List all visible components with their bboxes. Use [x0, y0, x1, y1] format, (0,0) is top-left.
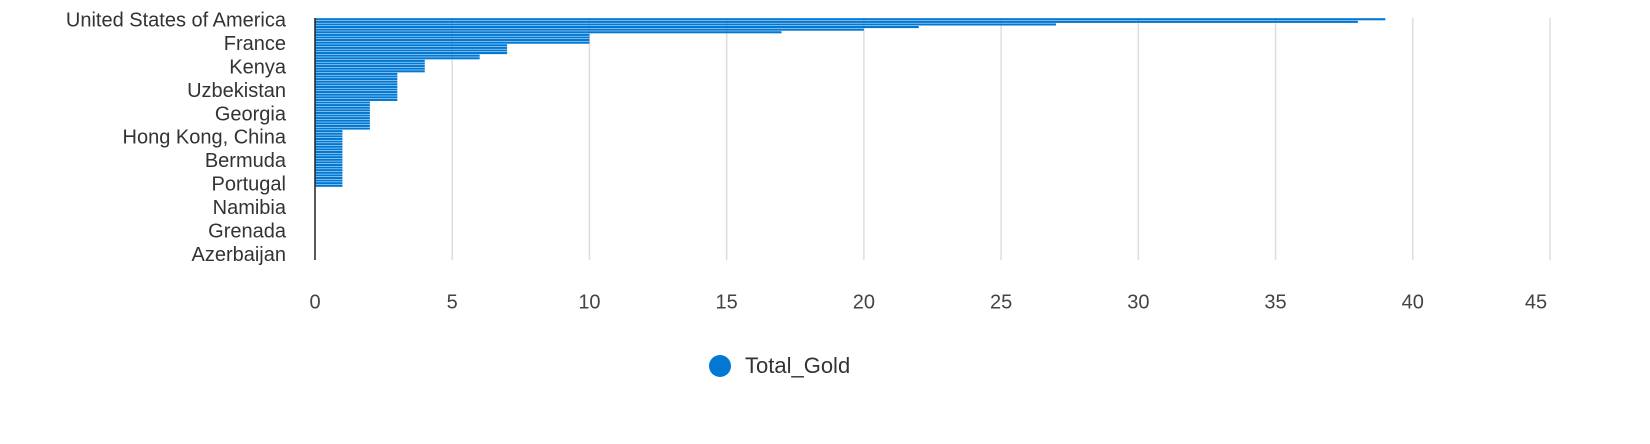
- y-tick-label: Uzbekistan: [187, 80, 286, 102]
- bar: [315, 88, 398, 91]
- x-tick-label: 5: [447, 291, 458, 313]
- bar: [315, 36, 590, 39]
- bar: [315, 101, 370, 104]
- bar: [315, 96, 398, 99]
- y-tick-label: France: [224, 33, 286, 55]
- y-tick-label: Azerbaijan: [191, 244, 286, 266]
- legend-label: Total_Gold: [745, 353, 850, 378]
- bar: [315, 143, 343, 146]
- bar: [315, 65, 425, 68]
- bar: [315, 182, 343, 185]
- bar: [315, 70, 425, 73]
- bar: [315, 174, 343, 177]
- bar: [315, 171, 343, 174]
- bar: [315, 163, 343, 167]
- bar: [315, 127, 370, 130]
- bar: [315, 26, 919, 29]
- x-tick-label: 20: [853, 291, 875, 313]
- bar: [315, 72, 398, 75]
- bar: [315, 49, 508, 52]
- y-tick-label: Kenya: [229, 56, 287, 78]
- bar: [315, 41, 590, 44]
- bar: [315, 80, 398, 83]
- legend-marker: [709, 355, 731, 377]
- bar: [315, 18, 1386, 21]
- bar: [315, 150, 343, 154]
- bar: [315, 169, 343, 172]
- bar: [315, 98, 398, 101]
- x-tick-label: 40: [1402, 291, 1424, 313]
- bar: [315, 153, 343, 156]
- bar: [315, 111, 370, 114]
- bar: [315, 57, 480, 60]
- bar: [315, 59, 425, 62]
- bar: [315, 33, 590, 36]
- x-tick-label: 35: [1264, 291, 1286, 313]
- bar: [315, 44, 508, 47]
- bar: [315, 83, 398, 86]
- bar: [315, 140, 343, 143]
- bar: [315, 106, 370, 109]
- bar: [315, 179, 343, 182]
- bar: [315, 132, 343, 135]
- bar: [315, 78, 398, 81]
- bar: [315, 137, 343, 141]
- bar: [315, 124, 370, 127]
- bar: [315, 145, 343, 148]
- bar: [315, 28, 864, 31]
- y-tick-label: Namibia: [213, 197, 287, 219]
- y-tick-label: Portugal: [212, 174, 287, 196]
- bar: [315, 39, 590, 42]
- bar: [315, 117, 370, 120]
- x-tick-label: 15: [716, 291, 738, 313]
- bar: [315, 114, 370, 117]
- bar: [315, 130, 343, 133]
- y-tick-label: Grenada: [208, 220, 287, 242]
- bar: [315, 52, 508, 55]
- y-tick-label: Bermuda: [205, 150, 287, 172]
- bar: [315, 119, 370, 122]
- bar: [315, 122, 370, 125]
- bar: [315, 176, 343, 180]
- y-tick-label: Georgia: [215, 103, 287, 125]
- bar: [315, 20, 1358, 23]
- bar: [315, 46, 508, 49]
- bar: [315, 166, 343, 169]
- bar: [315, 31, 782, 34]
- bar: [315, 184, 343, 187]
- x-tick-label: 30: [1127, 291, 1149, 313]
- y-tick-label: United States of America: [66, 10, 287, 32]
- bar: [315, 93, 398, 96]
- x-tick-label: 25: [990, 291, 1012, 313]
- bar: [315, 148, 343, 151]
- x-tick-label: 10: [578, 291, 600, 313]
- y-tick-label: Hong Kong, China: [123, 127, 287, 149]
- bar: [315, 158, 343, 161]
- bar: [315, 156, 343, 159]
- bar: [315, 23, 1056, 26]
- bar: [315, 75, 398, 78]
- bar: [315, 135, 343, 138]
- bar: [315, 67, 425, 70]
- bar: [315, 91, 398, 94]
- bar: [315, 62, 425, 65]
- bar: [315, 85, 398, 88]
- bar: [315, 54, 480, 57]
- bar: [315, 109, 370, 112]
- bar: [315, 161, 343, 164]
- x-tick-label: 45: [1525, 291, 1547, 313]
- bar: [315, 104, 370, 107]
- x-tick-label: 0: [309, 291, 320, 313]
